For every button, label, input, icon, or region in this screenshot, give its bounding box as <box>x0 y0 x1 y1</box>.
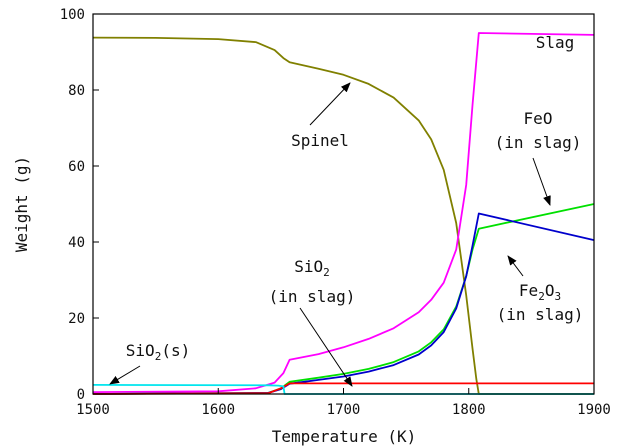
fe2o3-arrow <box>507 255 524 277</box>
annotation-fe2o3-o: O <box>545 281 555 300</box>
sio2-slag-arrow <box>299 307 353 387</box>
y-tick-label: 80 <box>68 83 85 99</box>
annotation-fe2o3-subscript-2: 2 <box>538 290 545 303</box>
x-axis-title: Temperature (K) <box>272 427 417 446</box>
annotation-sio2-slag: SiO2 <box>294 257 330 279</box>
annotation-feo-in-slag: (in slag) <box>495 133 582 152</box>
x-tick-label: 1800 <box>452 402 486 418</box>
annotation-sio2-slag-main: SiO <box>294 257 323 276</box>
annotation-spinel: Spinel <box>291 131 349 150</box>
annotation-sio2-slag-subscript: 2 <box>323 266 330 279</box>
axis-ticks: 1500 1600 1700 1800 1900 0 20 40 60 80 100 <box>60 7 611 418</box>
x-tick-label: 1600 <box>201 402 235 418</box>
annotation-sio2-in-slag: (in slag) <box>269 287 356 306</box>
spinel-arrow <box>309 82 351 126</box>
plot-frame <box>92 13 595 395</box>
annotation-fe2o3-fe: Fe <box>519 281 538 300</box>
series-layer <box>92 32 595 395</box>
series-line-spinel <box>92 36 594 395</box>
series-line-slag <box>92 32 595 393</box>
y-tick-label: 100 <box>60 7 85 23</box>
annotation-sio2-solid-tail: (s) <box>161 341 190 360</box>
x-tick-label: 1500 <box>76 402 110 418</box>
annotation-sio2-solid-subscript: 2 <box>155 350 162 363</box>
annotation-sio2-solid-main: SiO <box>126 341 155 360</box>
annotation-fe2o3-in-slag: (in slag) <box>497 305 584 324</box>
x-tick-label: 1900 <box>577 402 611 418</box>
annotation-feo: FeO <box>524 109 553 128</box>
y-tick-label: 40 <box>68 235 85 251</box>
y-tick-label: 60 <box>68 159 85 175</box>
annotation-sio2-solid: SiO2(s) <box>126 341 190 363</box>
x-tick-label: 1700 <box>327 402 361 418</box>
sio2-solid-arrow <box>109 365 141 385</box>
y-tick-label: 0 <box>77 387 85 403</box>
y-axis-title: Weight (g) <box>12 156 31 252</box>
feo-arrow <box>532 157 551 206</box>
y-tick-label: 20 <box>68 311 85 327</box>
annotation-fe2o3: Fe2O3 <box>519 281 561 303</box>
annotation-fe2o3-subscript-3: 3 <box>554 290 561 303</box>
annotation-slag: Slag <box>536 33 575 52</box>
